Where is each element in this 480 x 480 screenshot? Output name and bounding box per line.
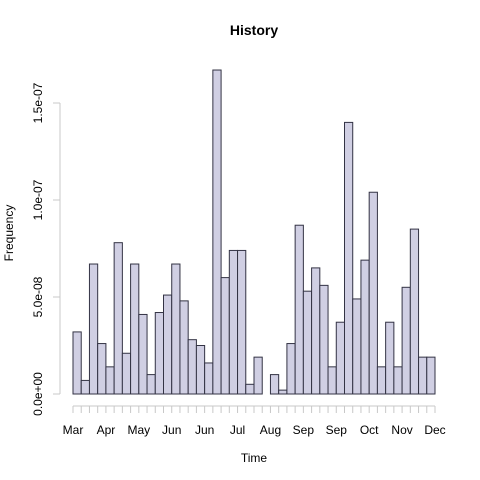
histogram-bar xyxy=(418,356,428,395)
histogram-bar xyxy=(401,286,411,395)
histogram-bar xyxy=(237,249,247,395)
histogram-bar xyxy=(278,389,288,395)
histogram-bar xyxy=(220,277,230,395)
x-tick-label: Jun xyxy=(195,423,214,437)
histogram-bar xyxy=(286,343,296,395)
y-tick-label: 1.5e-07 xyxy=(31,82,45,123)
x-tick-label: Oct xyxy=(360,423,379,437)
histogram-bar xyxy=(130,263,140,395)
histogram-bar xyxy=(195,345,206,395)
y-axis-label: Frequency xyxy=(2,205,16,262)
histogram-bar xyxy=(113,242,123,395)
histogram-bar xyxy=(319,284,329,395)
histogram-bar xyxy=(138,313,148,395)
histogram-bar xyxy=(360,259,370,395)
histogram-bar xyxy=(228,249,239,395)
y-axis: 0.0e+00 5.0e-08 1.0e-07 1.5e-07 xyxy=(31,82,61,416)
histogram-bar xyxy=(344,121,354,395)
x-tick-label: Sep xyxy=(293,423,315,437)
histogram-bar xyxy=(163,294,173,395)
x-tick-label: Nov xyxy=(391,423,412,437)
chart-title: History xyxy=(230,22,278,38)
histogram-bar xyxy=(80,379,90,395)
histogram-bar xyxy=(302,290,313,395)
y-tick-label: 0.0e+00 xyxy=(31,372,45,416)
histogram-bar xyxy=(187,339,197,395)
histogram-bar xyxy=(376,366,387,395)
x-tick-label: Aug xyxy=(260,423,281,437)
histogram-bar xyxy=(171,263,181,395)
x-axis: Mar Apr May Jun Jun Jul Aug Sep Sep Oct Nov Dec xyxy=(63,405,446,437)
x-tick-label: Jul xyxy=(230,423,245,437)
x-tick-label: Apr xyxy=(97,423,116,437)
histogram-bar xyxy=(253,356,263,395)
histogram-bar xyxy=(385,321,395,395)
x-axis-label: Time xyxy=(241,451,268,465)
y-tick-label: 1.0e-07 xyxy=(31,179,45,220)
histogram-bar xyxy=(121,352,132,395)
bars-group xyxy=(72,69,436,395)
histogram-bar xyxy=(335,321,345,395)
x-tick-label: Jun xyxy=(162,423,181,437)
histogram-bar xyxy=(212,69,222,395)
histogram-bar xyxy=(105,366,115,395)
x-tick-label: May xyxy=(127,423,150,437)
histogram-bar xyxy=(245,383,255,395)
histogram-bar xyxy=(269,374,280,395)
histogram-bar xyxy=(146,374,156,395)
histogram-bar xyxy=(179,300,189,395)
histogram-bar xyxy=(311,267,321,395)
histogram-bar xyxy=(352,298,362,395)
x-tick-label: Dec xyxy=(424,423,445,437)
histogram-bar xyxy=(97,343,107,395)
histogram-bar xyxy=(204,362,214,395)
histogram-bar xyxy=(368,191,378,395)
histogram-bar xyxy=(294,224,304,395)
x-tick-label: Mar xyxy=(63,423,84,437)
histogram-bar xyxy=(72,331,82,395)
histogram-bar xyxy=(426,356,436,395)
x-tick-label: Sep xyxy=(326,423,348,437)
y-tick-label: 5.0e-08 xyxy=(31,276,45,317)
histogram-bar xyxy=(88,263,99,395)
histogram-bar xyxy=(409,228,420,395)
histogram-bar xyxy=(327,366,337,395)
histogram-bar xyxy=(154,312,165,395)
histogram-bar xyxy=(393,366,403,395)
